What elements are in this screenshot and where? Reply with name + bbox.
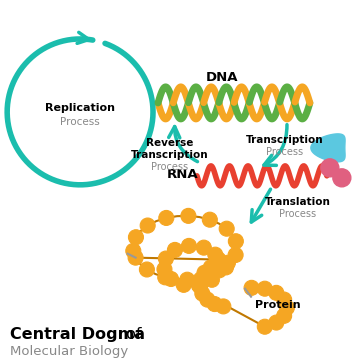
Circle shape: [219, 260, 234, 275]
Text: Central Dogma: Central Dogma: [10, 327, 145, 342]
Circle shape: [139, 262, 154, 277]
Circle shape: [180, 272, 195, 287]
Circle shape: [269, 285, 284, 300]
Circle shape: [191, 278, 206, 293]
Circle shape: [129, 230, 143, 245]
Text: Molecular Biology: Molecular Biology: [10, 345, 129, 358]
Text: Transcription: Transcription: [246, 135, 324, 145]
Circle shape: [157, 262, 172, 277]
Circle shape: [276, 292, 292, 307]
Circle shape: [200, 292, 215, 307]
Polygon shape: [311, 134, 345, 162]
Text: Reverse: Reverse: [146, 138, 194, 148]
Circle shape: [211, 252, 226, 267]
Circle shape: [181, 238, 197, 253]
Circle shape: [228, 234, 243, 249]
Circle shape: [228, 247, 243, 262]
Circle shape: [211, 256, 226, 271]
Text: Process: Process: [152, 162, 189, 172]
Circle shape: [158, 270, 173, 285]
Circle shape: [196, 240, 211, 255]
Circle shape: [167, 242, 183, 257]
Circle shape: [333, 169, 351, 187]
Circle shape: [203, 260, 218, 275]
Circle shape: [193, 272, 208, 287]
Circle shape: [219, 221, 234, 236]
Text: DNA: DNA: [206, 71, 238, 85]
Text: Process: Process: [279, 209, 316, 219]
Circle shape: [208, 247, 223, 262]
Circle shape: [212, 263, 227, 278]
Circle shape: [181, 208, 196, 223]
Circle shape: [195, 286, 210, 301]
Circle shape: [207, 297, 222, 311]
Circle shape: [204, 272, 219, 287]
Text: Process: Process: [266, 147, 303, 157]
Text: Translation: Translation: [265, 197, 331, 207]
Circle shape: [197, 265, 212, 280]
Text: of: of: [121, 327, 141, 342]
Circle shape: [276, 309, 292, 323]
Text: Transcription: Transcription: [131, 150, 209, 160]
Text: Replication: Replication: [45, 103, 115, 113]
Circle shape: [126, 243, 141, 258]
Circle shape: [163, 271, 179, 287]
Circle shape: [269, 315, 284, 330]
Circle shape: [257, 281, 272, 296]
Circle shape: [244, 280, 259, 295]
Text: Process: Process: [60, 117, 100, 127]
Circle shape: [202, 212, 217, 227]
Circle shape: [140, 218, 155, 233]
Text: Protein: Protein: [255, 300, 301, 310]
Circle shape: [257, 319, 272, 334]
Circle shape: [216, 299, 231, 314]
Circle shape: [176, 277, 191, 292]
Circle shape: [193, 279, 208, 294]
Circle shape: [159, 211, 174, 225]
Text: RNA: RNA: [167, 168, 199, 181]
Circle shape: [321, 159, 339, 177]
Circle shape: [158, 251, 174, 266]
Circle shape: [279, 300, 294, 315]
Circle shape: [201, 269, 216, 284]
Circle shape: [128, 250, 143, 265]
Circle shape: [220, 255, 235, 270]
